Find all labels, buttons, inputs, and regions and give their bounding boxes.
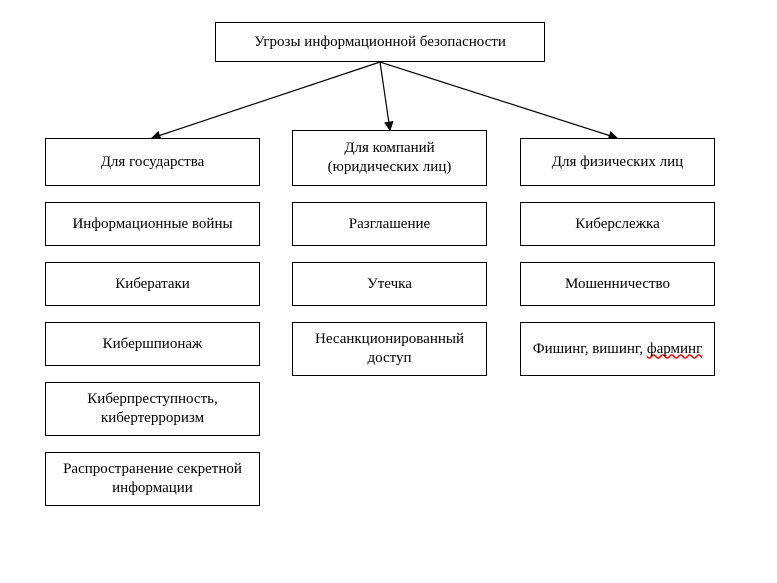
item-node: Разглашение: [292, 202, 487, 246]
item-node: Распространение секретной информации: [45, 452, 260, 506]
item-label-underlined: фарминг: [647, 341, 702, 357]
root-node: Угрозы информационной безопасности: [215, 22, 545, 62]
item-label: Киберслежка: [575, 215, 660, 234]
item-label: Несанкционированный доступ: [301, 330, 478, 368]
item-node: Киберслежка: [520, 202, 715, 246]
column-header-label: Для государства: [101, 153, 205, 172]
item-label: Утечка: [367, 275, 412, 294]
item-node: Фишинг, вишинг, фарминг: [520, 322, 715, 376]
item-label: Кибератаки: [115, 275, 190, 294]
item-node: Утечка: [292, 262, 487, 306]
item-label: Киберпреступность, кибертерроризм: [54, 390, 251, 428]
item-node: Кибератаки: [45, 262, 260, 306]
column-header: Для государства: [45, 138, 260, 186]
item-node: Мошенничество: [520, 262, 715, 306]
item-label: Мошенничество: [565, 275, 670, 294]
column-header-label: Для физических лиц: [552, 153, 683, 172]
item-node: Информационные войны: [45, 202, 260, 246]
item-node: Несанкционированный доступ: [292, 322, 487, 376]
item-label: Разглашение: [349, 215, 430, 234]
arrow-line: [380, 62, 390, 130]
item-label-wrap: Фишинг, вишинг, фарминг: [533, 340, 702, 359]
column-header: Для компаний (юридических лиц): [292, 130, 487, 186]
item-label: Распространение секретной информации: [54, 460, 251, 498]
item-label: Фишинг, вишинг,: [533, 341, 647, 357]
item-node: Кибершпионаж: [45, 322, 260, 366]
item-label: Кибершпионаж: [103, 335, 203, 354]
column-header-label: Для компаний (юридических лиц): [301, 139, 478, 177]
arrow-line: [152, 62, 380, 138]
root-label: Угрозы информационной безопасности: [254, 33, 506, 52]
item-node: Киберпреступность, кибертерроризм: [45, 382, 260, 436]
column-header: Для физических лиц: [520, 138, 715, 186]
arrow-line: [380, 62, 617, 138]
item-label: Информационные войны: [72, 215, 232, 234]
